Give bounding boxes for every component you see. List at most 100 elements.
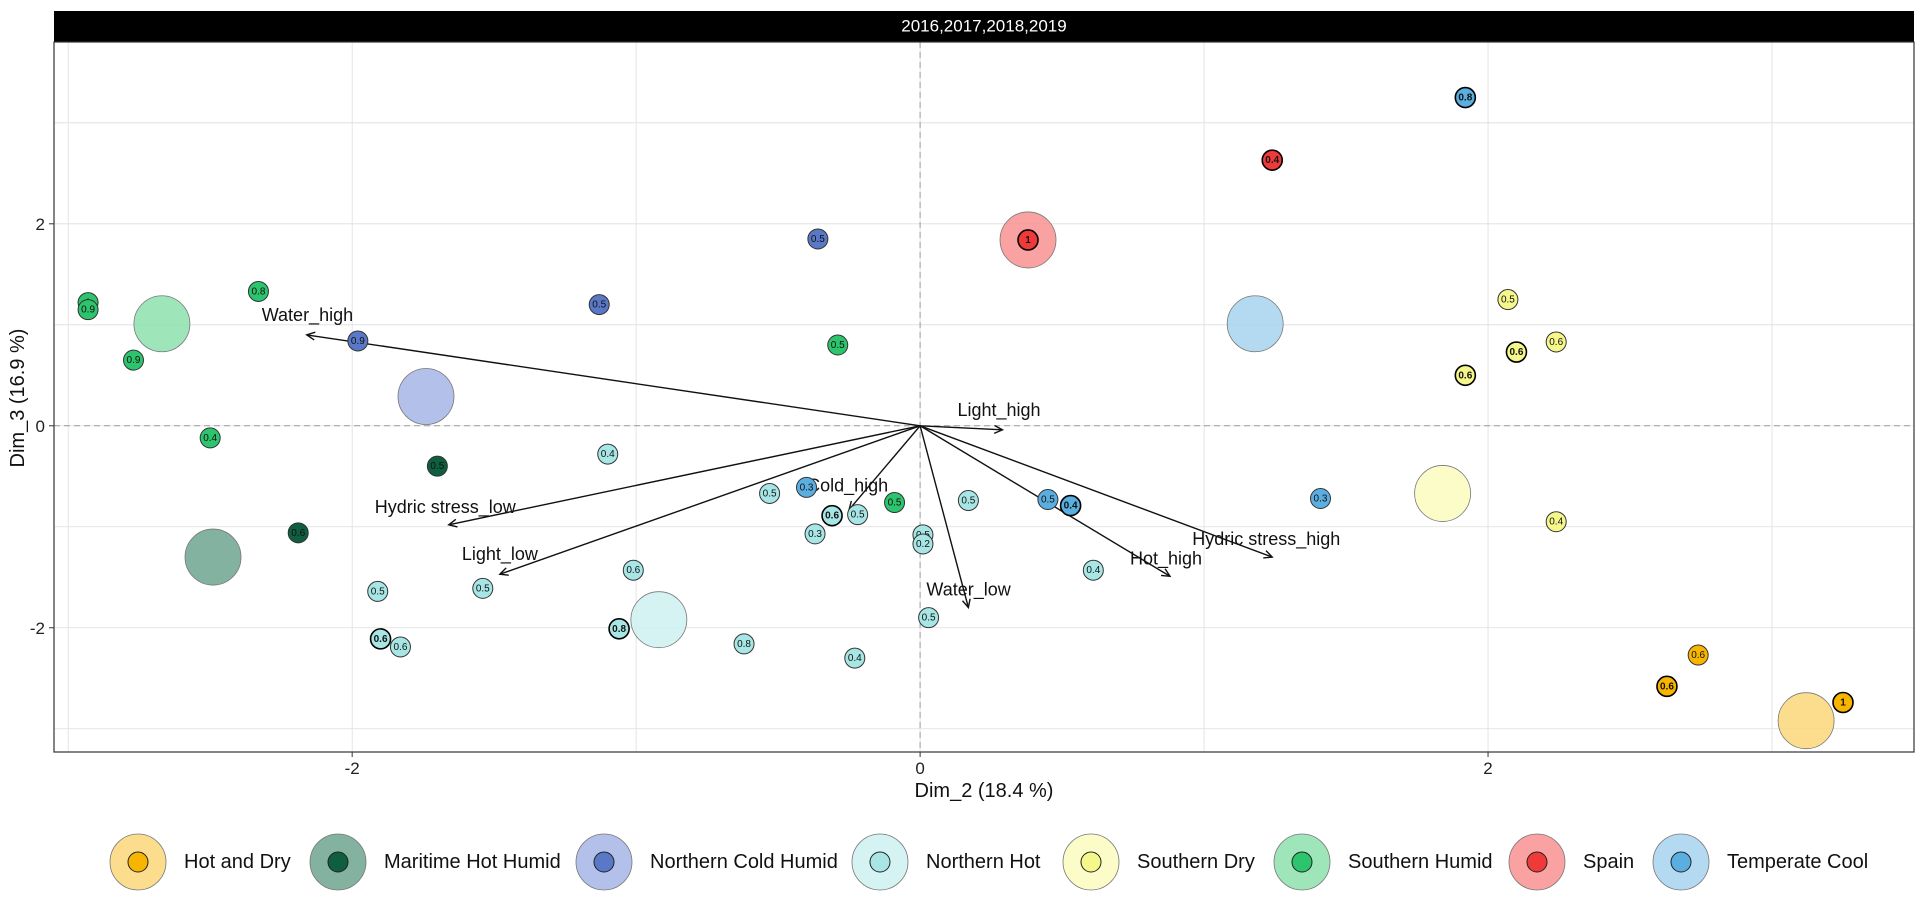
point-hot-and-dry xyxy=(1832,691,1854,714)
y-tick-label: 2 xyxy=(36,215,45,234)
vector-arrowhead xyxy=(447,518,458,528)
data-points: 0.6 0.6 1 0.5 0.6 0.5 0.5 0.9 0.4 0.5 0.6 0.5 0.3 0.5… xyxy=(77,86,1854,714)
point-label: 0.6 xyxy=(393,642,407,653)
vector-cold-high xyxy=(848,425,921,511)
point-southern-dry xyxy=(1505,341,1528,363)
point-northern-hot xyxy=(1082,559,1104,581)
legend: Hot and Dry Maritime Hot Humid Northern Co… xyxy=(109,833,1868,891)
point-label: 0.6 xyxy=(1509,347,1523,358)
legend-key-point xyxy=(869,851,891,873)
legend-label-southern-dry: Southern Dry xyxy=(1137,851,1255,873)
y-axis-title: Dim_3 (16.9 %) xyxy=(7,329,29,468)
point-northern-hot xyxy=(733,633,755,655)
legend-label-maritime-hot-humid: Maritime Hot Humid xyxy=(384,851,561,873)
point-label: 0.6 xyxy=(374,634,388,645)
legend-key-point xyxy=(1670,851,1692,873)
point-northern-hot xyxy=(804,523,826,545)
vector-label-water-high: Water_high xyxy=(262,305,353,326)
centroid-hot-and-dry xyxy=(1777,692,1835,750)
point-northern-hot xyxy=(369,628,392,650)
point-label: 0.5 xyxy=(811,234,825,245)
group-centroids xyxy=(133,211,1835,750)
x-axis-title: Dim_2 (18.4 %) xyxy=(915,780,1054,802)
variable-vectors: Water_high Light_high Hydric stress_low Lig… xyxy=(262,305,1340,610)
point-temperate-cool xyxy=(1037,489,1059,511)
point-southern-humid xyxy=(77,299,99,321)
point-spain xyxy=(1017,229,1039,251)
x-tick-label: 0 xyxy=(915,759,924,778)
point-label: 1 xyxy=(1840,698,1846,709)
point-spain xyxy=(1261,149,1284,171)
vector-light-high xyxy=(920,425,1003,431)
point-label: 0.5 xyxy=(922,613,936,624)
point-label: 0.4 xyxy=(601,449,615,460)
point-northern-hot xyxy=(367,580,389,602)
point-label: 0.6 xyxy=(1458,370,1472,381)
point-southern-dry xyxy=(1454,364,1477,387)
point-northern-hot xyxy=(622,559,644,581)
legend-label-hot-and-dry: Hot and Dry xyxy=(184,851,291,873)
point-southern-dry xyxy=(1545,331,1567,353)
point-temperate-cool xyxy=(1310,488,1332,510)
zero-reference-lines xyxy=(54,42,1914,752)
point-northern-hot xyxy=(918,607,940,629)
point-northern-hot xyxy=(821,504,843,527)
point-southern-humid xyxy=(247,280,269,302)
legend-key-point xyxy=(1291,851,1313,873)
point-northern-hot xyxy=(844,647,866,669)
point-label: 0.9 xyxy=(81,305,95,316)
plot-panel-border xyxy=(53,41,1915,753)
point-northern-hot xyxy=(759,482,781,504)
point-label: 0.2 xyxy=(916,539,930,550)
point-label: 0.6 xyxy=(1549,337,1563,348)
plot-panel xyxy=(54,42,1914,752)
legend-label-temperate-cool: Temperate Cool xyxy=(1727,851,1868,873)
legend-key-point xyxy=(1526,851,1548,873)
point-northern-cold-humid xyxy=(588,294,610,316)
vector-label-hydric-stress-high: Hydric stress_high xyxy=(1192,529,1340,550)
centroid-southern-dry xyxy=(1414,465,1472,522)
y-tick-label: -2 xyxy=(30,619,45,638)
point-label: 0.6 xyxy=(1660,681,1674,692)
vector-hydric-stress-low xyxy=(448,425,921,526)
vector-hydric-stress-high xyxy=(919,425,1273,558)
point-label: 1 xyxy=(1025,235,1031,246)
point-temperate-cool xyxy=(796,476,818,498)
point-temperate-cool xyxy=(1454,86,1477,109)
point-label: 0.5 xyxy=(476,583,490,594)
vector-label-light-high: Light_high xyxy=(957,400,1040,421)
point-label: 0.8 xyxy=(612,624,626,635)
point-temperate-cool xyxy=(1059,494,1082,517)
point-label: 0.4 xyxy=(848,653,862,664)
point-southern-humid xyxy=(884,492,906,514)
point-label: 0.3 xyxy=(800,482,814,493)
facet-strip xyxy=(54,11,1914,42)
vector-label-water-low: Water_low xyxy=(926,580,1011,601)
vector-water-high xyxy=(306,334,921,427)
point-northern-hot xyxy=(597,443,619,465)
point-northern-hot xyxy=(957,490,979,512)
vector-label-light-low: Light_low xyxy=(462,544,539,565)
vector-arrowhead xyxy=(305,331,316,341)
legend-key-point xyxy=(1080,851,1102,873)
point-maritime-hot-humid xyxy=(426,455,448,477)
point-label: 0.8 xyxy=(737,639,751,650)
point-maritime-hot-humid xyxy=(287,522,309,544)
legend-key-point xyxy=(127,851,149,873)
x-tick-label: -2 xyxy=(345,759,360,778)
vector-arrowhead xyxy=(1160,568,1172,578)
point-label: 0.5 xyxy=(851,510,865,521)
point-northern-hot xyxy=(389,636,411,658)
vector-label-hydric-stress-low: Hydric stress_low xyxy=(375,497,517,518)
point-label: 0.4 xyxy=(1064,501,1078,512)
vector-arrowhead xyxy=(498,567,509,576)
point-hot-and-dry xyxy=(1656,675,1678,698)
point-southern-dry xyxy=(1545,511,1567,533)
point-northern-hot xyxy=(472,577,494,599)
vector-water-low xyxy=(919,425,970,608)
point-label: 0.5 xyxy=(961,496,975,507)
point-label: 0.5 xyxy=(831,340,845,351)
vector-arrowhead xyxy=(993,424,1005,434)
legend-label-spain: Spain xyxy=(1583,851,1634,873)
